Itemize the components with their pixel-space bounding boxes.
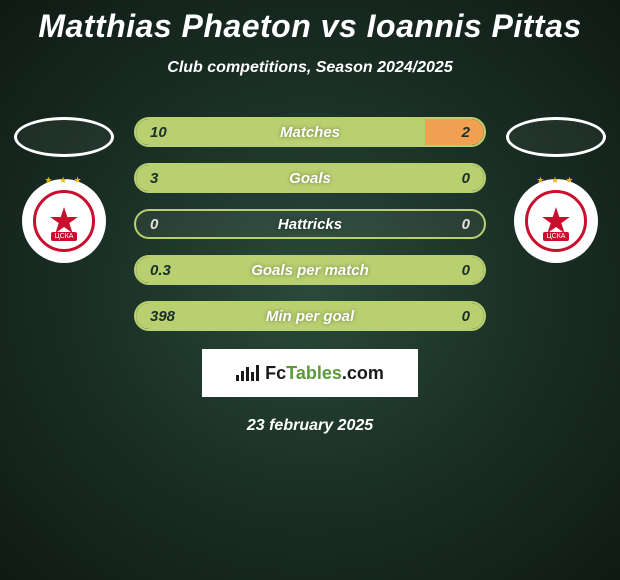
stat-bar: 10 Matches 2 bbox=[134, 117, 486, 147]
stat-bar: 398 Min per goal 0 bbox=[134, 301, 486, 331]
badge-ring: ★ ЦСКА bbox=[525, 190, 587, 252]
stat-value-right: 0 bbox=[462, 262, 470, 279]
stat-label: Goals bbox=[289, 170, 331, 187]
subtitle: Club competitions, Season 2024/2025 bbox=[0, 59, 620, 77]
stat-bar: 0 Hattricks 0 bbox=[134, 209, 486, 239]
club-badge-left: ★ ★ ★ ★ ЦСКА bbox=[22, 179, 106, 263]
badge-ring: ★ ЦСКА bbox=[33, 190, 95, 252]
stat-value-right: 0 bbox=[462, 216, 470, 233]
stat-value-left: 0 bbox=[150, 216, 158, 233]
bar-chart-icon bbox=[236, 365, 259, 381]
stat-value-right: 0 bbox=[462, 308, 470, 325]
page-title: Matthias Phaeton vs Ioannis Pittas bbox=[0, 0, 620, 45]
stats-bars: 10 Matches 2 3 Goals 0 0 Hattricks 0 0.3 Goals per… bbox=[134, 117, 486, 331]
stat-label: Hattricks bbox=[278, 216, 342, 233]
stat-label: Matches bbox=[280, 124, 340, 141]
player-left-column: ★ ★ ★ ★ ЦСКА bbox=[14, 117, 114, 263]
stat-value-left: 10 bbox=[150, 124, 167, 141]
date-text: 23 february 2025 bbox=[0, 417, 620, 435]
player-left-silhouette bbox=[14, 117, 114, 157]
badge-stars-icon: ★ ★ ★ bbox=[536, 175, 575, 186]
stat-label: Goals per match bbox=[251, 262, 369, 279]
stat-value-left: 0.3 bbox=[150, 262, 171, 279]
stat-value-right: 0 bbox=[462, 170, 470, 187]
player-right-silhouette bbox=[506, 117, 606, 157]
stat-value-right: 2 bbox=[462, 124, 470, 141]
stat-bar: 0.3 Goals per match 0 bbox=[134, 255, 486, 285]
stat-value-left: 398 bbox=[150, 308, 175, 325]
fctables-logo: FcTables.com bbox=[202, 349, 418, 397]
badge-tag: ЦСКА bbox=[543, 232, 570, 241]
badge-tag: ЦСКА bbox=[51, 232, 78, 241]
stat-value-left: 3 bbox=[150, 170, 158, 187]
comparison-row: ★ ★ ★ ★ ЦСКА 10 Matches 2 3 Goals 0 0 Hattricks… bbox=[0, 117, 620, 331]
stat-label: Min per goal bbox=[266, 308, 354, 325]
club-badge-right: ★ ★ ★ ★ ЦСКА bbox=[514, 179, 598, 263]
stat-bar: 3 Goals 0 bbox=[134, 163, 486, 193]
badge-stars-icon: ★ ★ ★ bbox=[44, 175, 83, 186]
fill-right bbox=[425, 119, 484, 145]
logo-text: FcTables.com bbox=[265, 363, 384, 384]
player-right-column: ★ ★ ★ ★ ЦСКА bbox=[506, 117, 606, 263]
